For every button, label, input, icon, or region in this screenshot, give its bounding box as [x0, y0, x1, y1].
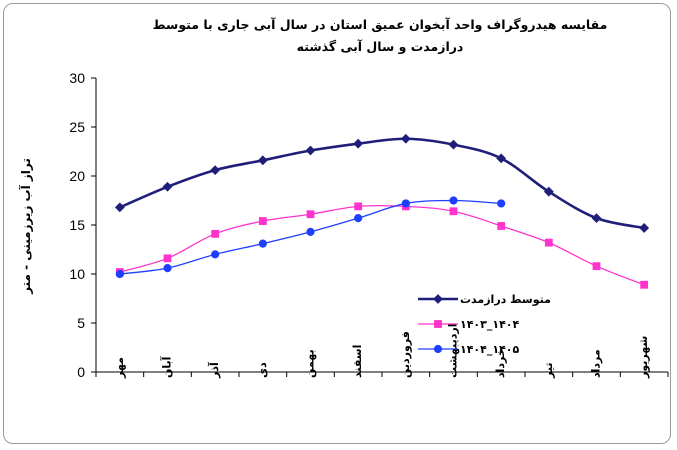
- series-line-2: [119, 204, 645, 286]
- y-tick-label: 20: [69, 168, 85, 184]
- data-point-series-1: [400, 133, 411, 144]
- data-point-series-1: [496, 153, 507, 164]
- data-point-series-2: [258, 217, 267, 225]
- data-point-series-2: [306, 210, 315, 219]
- y-tick-label: 15: [69, 217, 85, 233]
- chart-frame: [3, 3, 671, 444]
- x-tick-label: دی: [256, 362, 269, 378]
- legend-marker-2: [434, 320, 442, 328]
- x-tick-label: آبان: [160, 356, 174, 378]
- x-tick-label: شهریور: [637, 336, 650, 379]
- x-tick-label: بهمن: [304, 349, 317, 378]
- x-tick-label: اسفند: [351, 345, 364, 378]
- data-point-series-1: [210, 165, 221, 176]
- y-tick-label: 10: [69, 266, 85, 282]
- series-line-1: [119, 137, 645, 230]
- data-point-series-3: [497, 199, 506, 208]
- data-point-series-1: [639, 223, 650, 233]
- data-point-series-1: [162, 181, 173, 192]
- data-point-series-2: [544, 238, 553, 247]
- data-point-series-3: [258, 239, 267, 248]
- data-point-series-2: [354, 202, 363, 211]
- legend-label-2: ۱۴۰۳_۱۴۰۴: [460, 318, 519, 331]
- data-point-series-2: [592, 262, 601, 271]
- x-tick-label: خرداد: [494, 348, 507, 378]
- data-point-series-1: [114, 202, 125, 213]
- legend-marker-3: [433, 344, 443, 354]
- y-tick-label: 30: [69, 70, 85, 86]
- data-point-series-1: [591, 213, 602, 224]
- x-tick-label: مهر: [113, 357, 126, 379]
- y-tick-label: 5: [77, 315, 85, 331]
- x-tick-label: اردیبهشت: [447, 324, 460, 378]
- data-point-series-3: [449, 196, 458, 205]
- data-point-series-1: [305, 145, 316, 156]
- chart-title: مقایسه هیدروگراف واحد آبخوان عمیق استان …: [152, 17, 608, 54]
- data-point-series-2: [497, 222, 506, 230]
- legend-label-3: ۱۴۰۴_۱۴۰۵: [460, 343, 519, 356]
- data-point-series-2: [640, 280, 649, 289]
- x-tick-label: آذر: [207, 362, 221, 379]
- data-point-series-1: [257, 155, 268, 166]
- data-point-series-1: [448, 139, 459, 150]
- data-point-series-1: [353, 138, 364, 149]
- data-point-series-3: [401, 199, 410, 208]
- data-point-series-3: [211, 250, 220, 259]
- x-tick-label: تیر: [542, 363, 555, 379]
- data-point-series-3: [306, 227, 315, 236]
- x-tick-label: فروردین: [399, 331, 412, 378]
- x-tick-label: مرداد: [590, 349, 603, 378]
- legend-label-1: متوسط درازمدت: [460, 293, 551, 306]
- data-point-series-2: [211, 229, 220, 238]
- legend-marker-1: [433, 294, 443, 304]
- data-point-series-1: [543, 186, 554, 197]
- data-point-series-2: [163, 254, 172, 263]
- data-point-series-2: [449, 207, 458, 216]
- data-point-series-3: [115, 269, 124, 279]
- y-tick-label: 0: [77, 364, 85, 380]
- data-point-series-3: [163, 264, 172, 273]
- data-point-series-3: [354, 214, 363, 223]
- y-tick-label: 25: [69, 119, 85, 135]
